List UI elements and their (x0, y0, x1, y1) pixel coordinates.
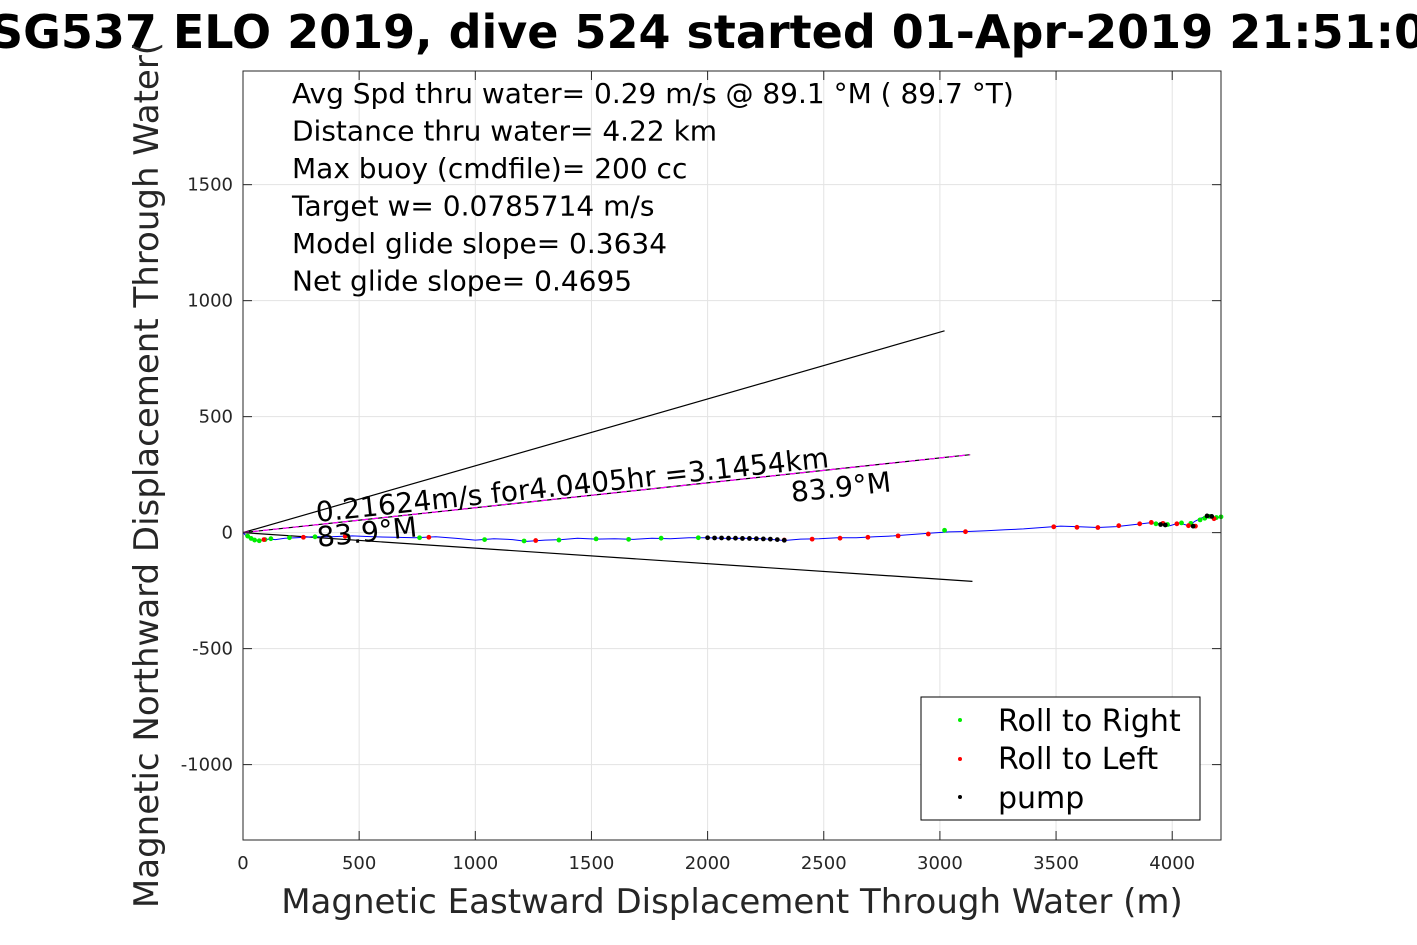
y-tick-label: 0 (222, 523, 233, 544)
legend-label-roll-left: Roll to Left (998, 742, 1158, 777)
legend-marker-roll-left (958, 757, 962, 761)
point-pump (712, 535, 717, 541)
point-roll-to-right (521, 538, 527, 544)
point-pump (1204, 513, 1210, 519)
point-roll-to-left (1148, 520, 1154, 525)
point-roll-to-right (287, 535, 292, 541)
point-roll-to-left (1116, 523, 1122, 529)
point-roll-to-right (1153, 521, 1159, 527)
axis-ticks: 0 500 1000 1500 2000 2500 3000 3500 4000 1500 1000… (181, 71, 1221, 874)
point-pump (781, 537, 787, 543)
x-tick-label: 1500 (569, 853, 615, 874)
point-roll-to-right (626, 536, 632, 542)
point-pump (747, 536, 752, 541)
point-pump (767, 536, 773, 542)
point-roll-to-left (342, 533, 348, 539)
y-tick-label: -500 (192, 639, 233, 660)
point-pump (1158, 522, 1164, 527)
point-pump (1162, 522, 1168, 528)
point-roll-to-left (426, 534, 432, 540)
legend: Roll to Right Roll to Left pump (920, 696, 1201, 821)
point-roll-to-left (533, 538, 539, 543)
info-line: Target w= 0.0785714 m/s (291, 190, 654, 223)
point-pump (740, 536, 745, 541)
point-roll-to-left (837, 535, 843, 541)
point-roll-to-left (963, 529, 968, 535)
x-tick-label: 2000 (685, 853, 731, 874)
point-roll-to-right (593, 536, 599, 542)
info-line: Net glide slope= 0.4695 (292, 265, 632, 298)
point-roll-to-right (482, 537, 487, 542)
point-roll-to-left (1074, 524, 1080, 530)
x-tick-label: 3500 (1033, 853, 1079, 874)
x-tick-label: 4000 (1149, 853, 1195, 874)
point-pump (733, 535, 738, 541)
info-line: Model glide slope= 0.3634 (292, 227, 667, 260)
point-pump (760, 536, 766, 542)
x-tick-label: 500 (342, 853, 376, 874)
plot-frame (242, 70, 1222, 841)
point-roll-to-left (1051, 524, 1057, 530)
y-tick-label: 500 (199, 407, 233, 428)
reference-line (242, 532, 973, 582)
point-roll-to-right (312, 534, 318, 540)
reference-line (242, 454, 971, 534)
point-roll-to-left (895, 533, 901, 539)
point-pump (774, 537, 780, 542)
x-tick-label: 3000 (917, 853, 963, 874)
point-roll-to-left (1137, 521, 1143, 527)
y-tick-label: 1500 (187, 175, 233, 196)
point-pump (1190, 523, 1196, 529)
info-line: Max buoy (cmdfile)= 200 cc (292, 152, 687, 185)
point-roll-to-right (1197, 517, 1203, 523)
point-roll-to-left (925, 531, 931, 537)
point-roll-to-right (556, 537, 562, 543)
point-roll-to-left (1095, 525, 1101, 530)
reference-line (242, 330, 945, 534)
point-roll-to-right (695, 535, 701, 541)
point-roll-to-right (658, 535, 664, 541)
point-pump (726, 535, 731, 541)
legend-marker-roll-right (958, 718, 962, 722)
point-roll-to-left (261, 537, 267, 542)
y-axis-label: Magnetic Northward Displacement Through … (127, 42, 167, 908)
point-pump (1209, 513, 1215, 519)
grid-lines (242, 71, 1221, 840)
y-tick-label: -1000 (181, 755, 233, 776)
y-tick-label: 1000 (187, 291, 233, 312)
point-markers (245, 513, 1224, 544)
point-roll-to-right (256, 538, 262, 544)
point-roll-to-left (809, 536, 815, 542)
info-text-block: Avg Spd thru water= 0.29 m/s @ 89.1 °M (… (291, 77, 1014, 298)
legend-marker-pump (958, 795, 962, 799)
point-roll-to-left (300, 534, 306, 540)
legend-label-roll-right: Roll to Right (998, 704, 1181, 739)
point-roll-to-left (1174, 521, 1180, 527)
point-roll-to-right (942, 527, 947, 533)
x-tick-label: 1000 (452, 853, 498, 874)
point-pump (753, 536, 759, 542)
point-roll-to-right (252, 537, 258, 543)
legend-label-pump: pump (998, 781, 1084, 816)
reference-lines (242, 330, 973, 582)
info-line: Avg Spd thru water= 0.29 m/s @ 89.1 °M (… (292, 77, 1014, 110)
point-pump (705, 535, 711, 541)
x-axis-label: Magnetic Eastward Displacement Through W… (281, 882, 1183, 922)
point-roll-to-right (417, 535, 422, 541)
chart-title: SG537 ELO 2019, dive 524 started 01-Apr-… (0, 5, 1417, 59)
x-tick-label: 0 (237, 853, 248, 874)
point-roll-to-right (268, 536, 274, 542)
point-roll-to-right (245, 533, 251, 539)
x-tick-label: 2500 (801, 853, 847, 874)
point-roll-to-left (1186, 523, 1191, 529)
info-line: Distance thru water= 4.22 km (292, 115, 717, 148)
point-roll-to-right (1179, 520, 1184, 526)
point-roll-to-left (865, 534, 871, 540)
legend-box (920, 696, 1201, 821)
point-pump (719, 535, 724, 541)
